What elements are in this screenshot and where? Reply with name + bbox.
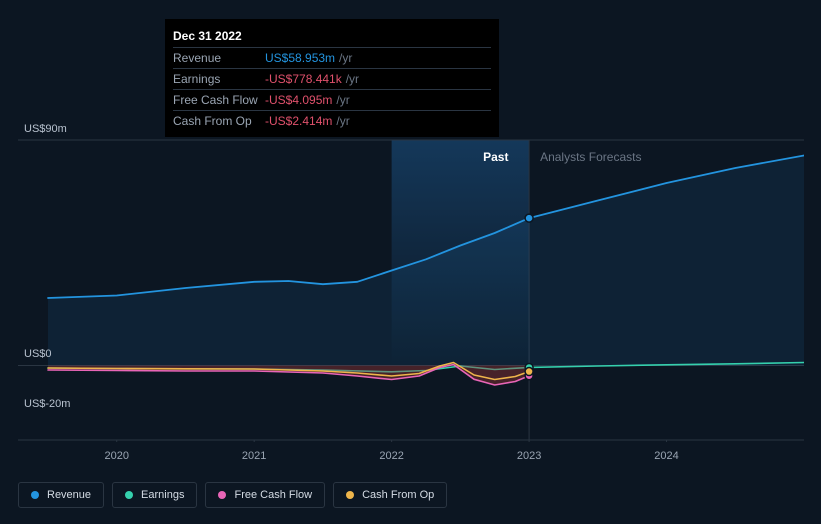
tooltip-metric-label: Revenue — [173, 51, 265, 65]
x-axis-tick: 2023 — [517, 450, 541, 462]
chart-legend: Revenue Earnings Free Cash Flow Cash From O… — [18, 482, 447, 508]
tooltip-row: Free Cash Flow-US$4.095m/yr — [173, 89, 491, 110]
tooltip-metric-value: -US$4.095m — [265, 93, 332, 107]
legend-label: Free Cash Flow — [234, 489, 312, 501]
tooltip-metric-value: -US$2.414m — [265, 114, 332, 128]
tooltip-unit: /yr — [332, 93, 349, 107]
x-axis-tick: 2021 — [242, 450, 266, 462]
chart-tooltip: Dec 31 2022 RevenueUS$58.953m/yrEarnings… — [165, 19, 499, 137]
tooltip-metric-label: Free Cash Flow — [173, 93, 265, 107]
legend-item[interactable]: Earnings — [112, 482, 197, 508]
y-axis-label: US$-20m — [24, 398, 70, 410]
tooltip-row: Earnings-US$778.441k/yr — [173, 68, 491, 89]
tooltip-row: RevenueUS$58.953m/yr — [173, 47, 491, 68]
x-axis-tick: 2022 — [379, 450, 403, 462]
legend-swatch — [346, 491, 354, 499]
legend-label: Cash From Op — [362, 489, 434, 501]
legend-swatch — [218, 491, 226, 499]
tooltip-metric-label: Earnings — [173, 72, 265, 86]
x-axis-tick: 2024 — [654, 450, 678, 462]
y-axis-label: US$90m — [24, 123, 67, 135]
legend-swatch — [125, 491, 133, 499]
legend-item[interactable]: Free Cash Flow — [205, 482, 325, 508]
chart-canvas — [18, 128, 804, 442]
tooltip-metric-label: Cash From Op — [173, 114, 265, 128]
legend-item[interactable]: Revenue — [18, 482, 104, 508]
section-label: Analysts Forecasts — [540, 150, 641, 164]
section-label: Past — [483, 150, 508, 164]
financials-chart[interactable] — [18, 128, 804, 442]
tooltip-metric-value: -US$778.441k — [265, 72, 342, 86]
x-axis-tick: 2020 — [104, 450, 128, 462]
tooltip-unit: /yr — [342, 72, 359, 86]
tooltip-unit: /yr — [332, 114, 349, 128]
tooltip-unit: /yr — [335, 51, 352, 65]
y-axis-label: US$0 — [24, 348, 52, 360]
tooltip-metric-value: US$58.953m — [265, 51, 335, 65]
tooltip-date: Dec 31 2022 — [173, 25, 491, 47]
legend-swatch — [31, 491, 39, 499]
legend-item[interactable]: Cash From Op — [333, 482, 447, 508]
legend-label: Earnings — [141, 489, 184, 501]
legend-label: Revenue — [47, 489, 91, 501]
